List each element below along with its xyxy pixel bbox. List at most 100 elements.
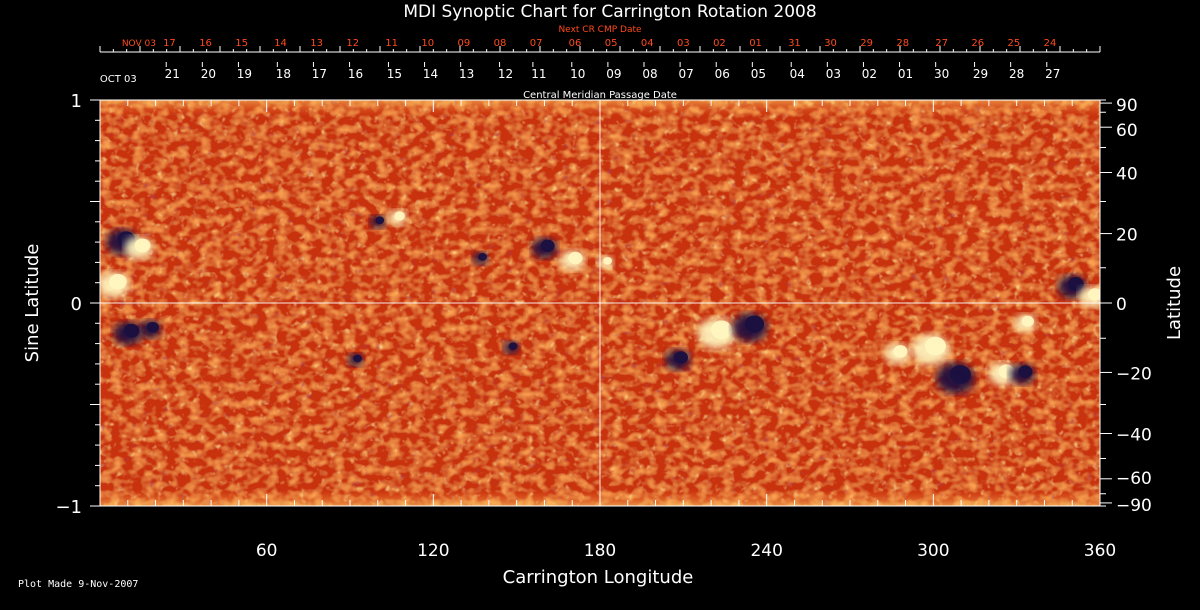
y-right-tick-label: −20: [1116, 364, 1152, 384]
x-axis-ticks: 60 120 180 240 300 360: [99, 100, 1116, 561]
x-tick-label: 240: [750, 541, 782, 561]
x-tick-label: 300: [917, 541, 949, 561]
next-cr-date-label: 01: [749, 38, 762, 49]
next-cr-date-label: 14: [274, 38, 287, 49]
cmp-date-label: 27: [1045, 67, 1060, 81]
next-cr-date-label: 24: [1044, 38, 1057, 49]
y-left-tick-label: 1: [71, 91, 82, 112]
cmp-date-label: 05: [751, 67, 766, 81]
next-cr-date-label: 26: [971, 38, 984, 49]
active-region-core-positive: [394, 211, 405, 221]
active-region-core-negative: [353, 354, 362, 363]
x-tick-label: 120: [417, 541, 449, 561]
cmp-date-label: 30: [934, 67, 949, 81]
cmp-date-label: 10: [570, 67, 585, 81]
next-cr-date-label: 11: [385, 38, 398, 49]
next-cr-date-label: 25: [1008, 38, 1021, 49]
active-region-core-positive: [134, 238, 151, 253]
cmp-date-label: 19: [237, 67, 252, 81]
cmp-date-label: 12: [498, 67, 513, 81]
cmp-date-label: 11: [531, 67, 546, 81]
cmp-date-label: 20: [201, 67, 216, 81]
cmp-date-label: 06: [715, 67, 730, 81]
cmp-date-label: 03: [826, 67, 841, 81]
cmp-date-label: 16: [348, 67, 363, 81]
cmp-date-ticks: OCT 03 21 20 19 18 17 16 15 14 13 12 11 10 09 08 07 06 05…: [100, 62, 1060, 85]
next-cr-date-label: 03: [677, 38, 690, 49]
next-cr-date-label: 05: [605, 38, 618, 49]
active-region-core-positive: [893, 345, 908, 358]
active-region-core-negative: [146, 321, 159, 333]
x-axis-label: Carrington Longitude: [503, 567, 694, 588]
active-regions: [100, 209, 1100, 394]
next-cr-date-label: 16: [199, 38, 212, 49]
y-left-tick-label: −1: [55, 497, 82, 518]
next-cr-date-label: 02: [713, 38, 726, 49]
y-left-tick-label: 0: [71, 294, 82, 315]
next-cr-date-label: 17: [163, 38, 176, 49]
next-cr-date-label: 04: [641, 38, 654, 49]
chart-title: MDI Synoptic Chart for Carrington Rotati…: [403, 2, 816, 22]
cmp-axis-label: Central Meridian Passage Date: [523, 90, 677, 101]
next-cr-axis-label: Next CR CMP Date: [558, 25, 642, 35]
cmp-date-label: 04: [790, 67, 805, 81]
cmp-date-label: 13: [459, 67, 474, 81]
next-cr-date-label: 12: [346, 38, 359, 49]
cmp-date-label: 09: [606, 67, 621, 81]
active-region-core-negative: [673, 351, 689, 364]
active-region-core-negative: [744, 315, 765, 333]
y-right-axis-ticks: 90 60 40 20 0 −20 −40 −60 −90: [1100, 96, 1152, 516]
next-cr-date-ticks: NOV 03 17 16 15 14 13 12 11 10 09 08 07 06 05 04 03 02 01…: [99, 38, 1101, 52]
cmp-date-label: 02: [862, 67, 877, 81]
y-right-axis-label: Latitude: [1164, 266, 1185, 340]
cmp-date-label: 15: [387, 67, 402, 81]
next-cr-date-label: 15: [235, 38, 248, 49]
next-cr-date-label: 09: [458, 38, 471, 49]
y-right-tick-label: −90: [1116, 496, 1152, 516]
next-cr-date-label: 13: [310, 38, 323, 49]
active-region-core-negative: [508, 342, 518, 351]
y-right-tick-label: 20: [1116, 226, 1138, 246]
active-region-core-positive: [109, 273, 127, 290]
y-left-axis-label: Sine Latitude: [22, 244, 43, 363]
active-region-core-positive: [1021, 315, 1034, 327]
y-right-tick-label: 90: [1116, 96, 1138, 116]
x-tick-label: 360: [1084, 541, 1116, 561]
y-right-tick-label: −60: [1116, 469, 1152, 489]
plot-made-footer: Plot Made 9-Nov-2007: [18, 579, 139, 590]
y-right-tick-label: 60: [1116, 121, 1138, 141]
cmp-date-label: 28: [1009, 67, 1024, 81]
active-region-core-positive: [568, 251, 583, 265]
active-region-core-negative: [375, 216, 385, 225]
active-region-core-negative: [540, 239, 555, 253]
y-right-tick-label: 40: [1116, 165, 1138, 185]
x-tick-label: 180: [584, 541, 616, 561]
active-region-core-positive: [603, 257, 612, 265]
active-region-core-positive: [924, 336, 946, 356]
active-region-core-negative: [1067, 277, 1084, 292]
next-cr-date-label: 28: [896, 38, 909, 49]
active-region-core-positive: [710, 320, 733, 340]
next-cr-date-label: 30: [824, 38, 837, 49]
next-cr-date-label: 31: [788, 38, 801, 49]
next-cr-date-label: 08: [494, 38, 507, 49]
cmp-date-label: 18: [276, 67, 291, 81]
cmp-date-label: 29: [973, 67, 988, 81]
active-region-core-positive: [1087, 288, 1100, 301]
cmp-date-label: 14: [423, 67, 438, 81]
next-cr-date-label: 06: [569, 38, 582, 49]
cmp-date-label: OCT 03: [100, 74, 137, 85]
cmp-date-label: 01: [898, 67, 913, 81]
next-cr-date-label: 10: [421, 38, 434, 49]
active-region-core-negative: [1018, 365, 1033, 378]
y-right-tick-label: −40: [1116, 425, 1152, 445]
next-cr-date-label: 29: [860, 38, 873, 49]
y-right-tick-label: 0: [1116, 295, 1127, 315]
next-cr-date-label: 27: [935, 38, 948, 49]
active-region-core-negative: [478, 252, 487, 261]
next-cr-date-label: NOV 03: [122, 39, 156, 49]
x-tick-label: 60: [256, 541, 278, 561]
y-left-axis-ticks: 1 0 −1: [55, 91, 100, 518]
cmp-date-label: 07: [678, 67, 693, 81]
